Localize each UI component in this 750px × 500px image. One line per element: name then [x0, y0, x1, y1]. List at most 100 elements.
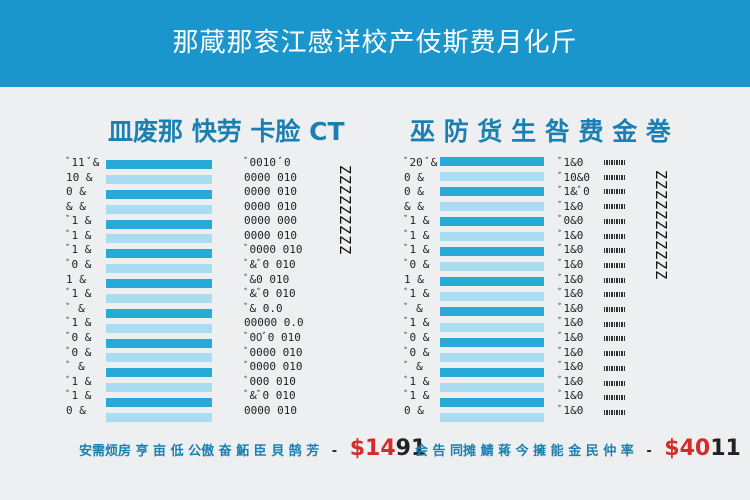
left-footer-price: $14 [349, 436, 396, 461]
barcode-mark [604, 160, 626, 165]
stripe-bar [106, 264, 212, 274]
stripe-bar [440, 382, 544, 392]
stripe-bar [106, 383, 212, 393]
row-value: 0000 010 [244, 185, 297, 199]
row-label: ﾞ1 & [66, 243, 92, 257]
stripe-bar [106, 204, 212, 214]
right-footer-price-suffix: 11 [710, 436, 741, 461]
stripe-bar [440, 187, 544, 197]
stripe-bar [106, 174, 212, 184]
stripe-bar [440, 157, 544, 166]
barcode-mark [604, 395, 626, 401]
row-label: ﾞ1 & [404, 287, 430, 301]
stripe-bar [440, 412, 544, 422]
row-label: ﾞ11 ﾞ& [66, 156, 100, 169]
right-row-labels: ﾞ20 ﾞ& 0 & 0 & & & ﾞ1 & ﾞ1 & ﾞ1 & ﾞ0 & 1 & ﾞ1 & ﾞ … [404, 156, 437, 418]
stripe-bar [106, 308, 212, 318]
row-label: 0 & [66, 403, 86, 417]
row-value: ﾞ& 0.0 [244, 301, 283, 315]
right-bars [440, 157, 544, 422]
row-value: ﾞ1&0 [558, 287, 584, 301]
row-label: ﾞ1 & [66, 287, 92, 301]
left-footer-price-suffix: 91 [395, 436, 427, 461]
row-label: ﾞ20 ﾞ& [404, 156, 438, 169]
barcode-mark [604, 409, 626, 415]
barcode-mark [604, 218, 626, 224]
stripe-bar [106, 323, 212, 333]
row-label: ﾞ & [404, 301, 423, 315]
stripe-bar [440, 352, 544, 362]
barcode-mark [604, 233, 626, 239]
row-value: ﾞ1&0 [558, 301, 584, 315]
row-label: ﾞ0 & [66, 258, 92, 272]
stripe-bar [106, 279, 212, 288]
row-label: ﾞ0 & [404, 345, 430, 359]
row-label: ﾞ0 & [404, 258, 430, 272]
row-value: ﾞ&0 010 [244, 272, 290, 286]
row-label: ﾞ0 & [404, 330, 430, 344]
row-label: ﾞ1 & [66, 374, 92, 388]
stripe-bar [440, 217, 544, 227]
right-row-values: ﾞ1&0 ﾞ10&0 ﾞ1&ﾞ0 ﾞ1&0 ﾞ0&0 ﾞ1&0 ﾞ1&0 ﾞ1&0 ﾞ1&0 ﾞ1… [558, 156, 590, 418]
stripe-bar [106, 189, 212, 199]
right-footer: 会 告 同摊 鯖 蒋 今 擁 能 金 民 仲 率 - $4011 [415, 436, 741, 461]
right-vertical-text: ZZZZZZZZZZZ [652, 170, 670, 281]
right-barcode-marks [604, 160, 626, 415]
left-vertical-text: ZZZZZZZZZ [336, 165, 354, 256]
row-label: ﾞ1 & [404, 374, 430, 388]
row-value: ﾞ1&0 [558, 403, 584, 417]
row-label: ﾞ1 & [66, 389, 92, 403]
row-value: 0000 000 [244, 214, 297, 228]
barcode-mark [604, 189, 626, 195]
row-value: ﾞ&ﾞ0 010 [244, 287, 296, 301]
row-value: 0000 010 [244, 170, 297, 184]
stripe-bar [106, 398, 212, 407]
row-label: & & [66, 199, 86, 213]
row-label: ﾞ & [66, 360, 85, 374]
barcode-mark [604, 336, 626, 342]
barcode-mark [604, 204, 626, 210]
stripe-bar [440, 262, 544, 272]
header-banner: 那蔵那衮江感详校产伎斯费月化斤 [0, 0, 750, 87]
row-label: ﾞ & [66, 301, 85, 315]
row-value: ﾞ1&0 [558, 258, 584, 272]
row-label: ﾞ1 & [404, 214, 430, 228]
stripe-bar [440, 367, 544, 377]
row-label: 1 & [66, 272, 86, 286]
left-panel-title: 皿废那 快劳 卡脸 CT [108, 117, 345, 146]
left-footer-text: 安需烦房 亨 亩 低 公傲 奋 鮖 臣 貝 鹄 芳 [79, 444, 320, 459]
right-footer-text: 会 告 同摊 鯖 蒋 今 擁 能 金 民 仲 率 [415, 444, 634, 459]
stripe-bar [440, 322, 544, 332]
stripe-bar [106, 338, 212, 348]
stripe-bar [440, 247, 544, 257]
stripe-bar [440, 232, 544, 242]
stripe-bar [440, 277, 544, 287]
row-label: 1 & [404, 272, 424, 286]
right-panel-title: 巫 防 货 生 咎 费 金 巻 [410, 117, 671, 146]
row-label: ﾞ1 & [404, 228, 430, 242]
row-label: & & [404, 199, 424, 213]
left-footer: 安需烦房 亨 亩 低 公傲 奋 鮖 臣 貝 鹄 芳 - $1491 [79, 436, 427, 461]
stripe-bar [106, 234, 212, 244]
stripe-bar [440, 307, 544, 317]
row-value: ﾞ1&0 [558, 345, 584, 359]
row-value: ﾞ0000 010 [244, 345, 303, 359]
barcode-mark [604, 277, 626, 283]
stripe-bar [106, 219, 212, 229]
barcode-mark [604, 248, 626, 254]
row-value: 0000 010 [244, 199, 297, 213]
row-value: ﾞ00ﾞ0 010 [244, 330, 301, 344]
row-label: 0 & [66, 185, 86, 199]
row-label: ﾞ1 & [66, 228, 92, 242]
barcode-mark [604, 351, 626, 357]
row-value: ﾞ1&0 [558, 316, 584, 330]
row-value: ﾞ1&0 [558, 228, 584, 242]
row-value: ﾞ0000 010 [244, 243, 303, 257]
stripe-bar [106, 249, 212, 259]
row-value: ﾞ0&0 [558, 214, 584, 228]
barcode-mark [604, 321, 626, 327]
row-label: ﾞ1 & [66, 316, 92, 330]
stripe-bar [440, 172, 544, 182]
barcode-mark [604, 380, 626, 386]
row-value: ﾞ1&ﾞ0 [558, 185, 590, 199]
